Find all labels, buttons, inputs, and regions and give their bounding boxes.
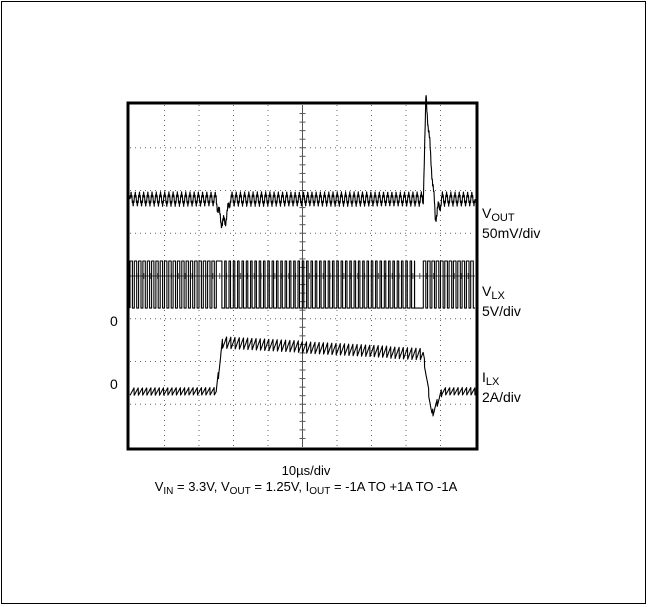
vout-scale: 50mV/div [482,225,541,241]
test-conditions: VIN = 3.3V, VOUT = 1.25V, IOUT = -1A TO … [154,479,458,497]
vout-trace [129,95,476,229]
traces [129,95,476,417]
vlx-zero-marker: 0 [110,313,118,329]
vlx-trace [129,260,475,309]
ilx-label: ILX 2A/div [482,369,521,405]
ilx-trace [129,336,476,417]
ilx-zero-marker: 0 [110,376,118,392]
x-axis-label: 10µs/div [281,463,331,478]
ilx-scale: 2A/div [482,389,521,405]
vout-label: VOUT 50mV/div [482,205,541,241]
vlx-label: VLX 5V/div [482,283,521,319]
vlx-scale: 5V/div [482,303,521,319]
plot-border [126,101,479,451]
